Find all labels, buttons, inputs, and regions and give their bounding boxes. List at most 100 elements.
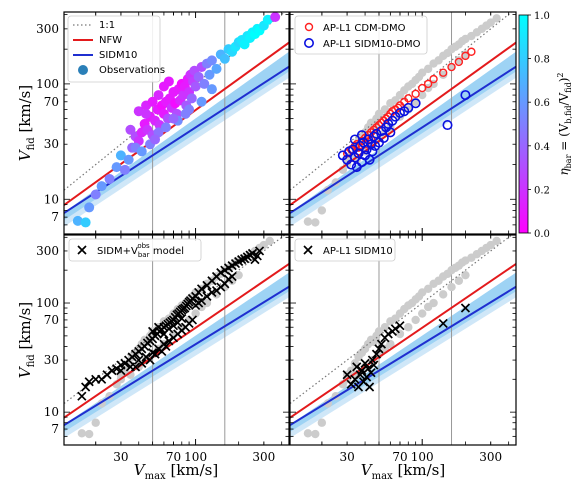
legend-sidm-vbar-label: SIDM+Vbarobs model <box>97 242 184 259</box>
legend-observations-swatch <box>78 65 88 75</box>
panel-frame <box>63 234 290 446</box>
sidm10-hydro-point <box>390 324 400 334</box>
sidm10-hydro-point <box>438 318 448 329</box>
y-tick-label: 70 <box>44 95 59 109</box>
observation-point <box>184 104 195 115</box>
y-axis-label-top: Vfid [km/s] <box>16 85 37 161</box>
colorbar-tick-label: 0.2 <box>534 185 550 196</box>
sidm-dmo-point <box>349 134 360 145</box>
observation-point <box>186 93 197 104</box>
legend-box <box>68 238 202 262</box>
sidm-dmo-point <box>371 128 382 139</box>
sidm-vbar-model-point <box>227 271 237 282</box>
cdm-dmo-point <box>411 89 420 99</box>
gray-point <box>374 327 384 336</box>
sidm-vbar-model-point <box>145 355 155 365</box>
observation-point <box>104 173 115 184</box>
legend-sidm-vbar-label-rest: model <box>150 246 184 257</box>
x-tick-label: 70 <box>392 450 407 464</box>
gray-point <box>418 68 427 77</box>
sidm-vbar-model-point <box>164 336 174 346</box>
gray-point <box>461 270 470 280</box>
sidm-dmo-point <box>351 162 362 173</box>
legend-box <box>67 15 161 83</box>
sidm10-hydro-point <box>352 362 362 372</box>
y-tick-label: 30 <box>44 353 59 367</box>
sidm10-hydro-point <box>366 368 376 378</box>
observation-point <box>196 96 207 107</box>
sidm-vbar-model-point <box>252 251 262 261</box>
cdm-dmo-point <box>429 74 438 84</box>
observation-point <box>115 150 126 161</box>
sidm-vbar-model-point <box>116 366 126 376</box>
gray-point <box>454 56 464 65</box>
gray-point <box>311 218 320 227</box>
observation-point <box>211 63 222 74</box>
observation-point <box>204 69 215 80</box>
colorbar-label: ηbar = (Vb,fid/Vfid)2 <box>556 72 573 175</box>
plot-area <box>64 12 289 234</box>
gray-point <box>418 90 427 100</box>
y-tick-label: 10 <box>44 405 59 419</box>
sidm10-hydro-point <box>360 358 370 368</box>
y-tick-label: 70 <box>44 313 59 327</box>
observation-point <box>96 181 107 192</box>
gray-point <box>423 284 433 293</box>
observation-point <box>123 154 134 165</box>
observation-point <box>193 71 204 82</box>
observation-point <box>219 53 230 64</box>
x-axis-label-main: V <box>134 461 147 479</box>
sidm10-line <box>290 285 516 427</box>
colorbar-tick-label: 0.4 <box>534 142 550 153</box>
x-tick-label: 70 <box>166 450 181 464</box>
colorbar-tick-label: 0.0 <box>534 229 550 240</box>
observation-point <box>206 55 217 66</box>
colorbar-gradient <box>518 14 529 234</box>
panel-bottom-right: 30 70 100 300 AP-L1 SIDM10 <box>289 234 517 464</box>
plot-area <box>290 235 516 445</box>
nfw-line <box>290 41 516 206</box>
y-axis-label-main: V <box>16 148 34 161</box>
sidm-dmo-point <box>367 146 378 157</box>
sidm-vbar-model-point <box>187 315 198 325</box>
legend-sidm-vbar-label-main: SIDM+V <box>97 246 138 257</box>
x-axis-label-sub: max <box>145 471 166 482</box>
colorbar-label-sub2: b,fid <box>564 105 573 123</box>
colorbar-label-sub: bar <box>564 154 573 168</box>
legend-sidm-vbar-label-sub: bar <box>138 251 150 259</box>
sidm10-line <box>290 65 516 214</box>
sidm-dmo-point <box>410 98 421 109</box>
observation-point <box>206 84 217 95</box>
y-axis-label-bottom: Vfid [km/s] <box>16 302 37 378</box>
observation-point <box>163 76 174 87</box>
gray-point <box>454 276 464 285</box>
panel-top-right: AP-L1 CDM-DMO AP-L1 SIDM10-DMO <box>289 11 517 235</box>
legend-sidm-vbar-label-sup: obs <box>137 242 150 250</box>
sidm-dmo-point <box>368 131 379 142</box>
gray-point <box>492 236 501 246</box>
sidm10-line <box>64 285 289 427</box>
gray-point <box>429 298 438 308</box>
sidm10-hydro-point <box>369 360 379 370</box>
sidm-vbar-model-point <box>84 377 94 387</box>
legend-cdm-dmo-swatch <box>304 22 314 32</box>
y-axis-label-main-2: V <box>16 365 34 378</box>
sidm-dmo-point <box>403 102 414 113</box>
x-axis-label-unit-2: [km/s] <box>393 461 446 479</box>
sidm-dmo-point <box>442 120 453 131</box>
observation-point <box>111 162 122 173</box>
colorbar-label-rest: = (V <box>557 123 571 154</box>
gray-point <box>486 240 495 250</box>
legend-sidm-vbar-swatch <box>77 245 87 255</box>
legend-sidm10-hydro-label: AP-L1 SIDM10 <box>323 246 393 257</box>
gray-point <box>77 429 87 438</box>
gray-point <box>423 64 433 74</box>
sidm10-hydro-point <box>395 321 405 331</box>
observation-point <box>199 78 210 89</box>
colorbar: 0.0 0.2 0.4 0.6 0.8 1.0 ηbar = (Vb,fid/Vfid)2 <box>518 11 573 240</box>
observation-point <box>136 146 147 157</box>
colorbar-label-main: η <box>557 168 571 176</box>
colorbar-label-rest3: ) <box>557 78 571 83</box>
